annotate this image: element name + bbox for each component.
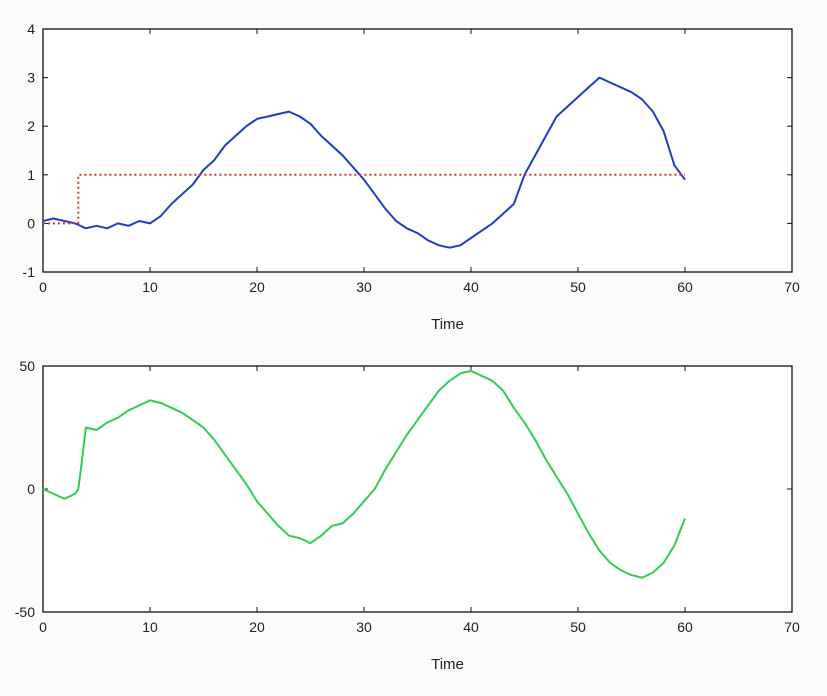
x-tick-label: 10: [142, 619, 158, 635]
x-tick-label: 70: [784, 619, 800, 635]
y-tick-label: 3: [27, 70, 35, 86]
y-tick-label: 50: [19, 358, 35, 374]
x-tick-label: 10: [142, 279, 158, 295]
x-tick-label: 20: [249, 279, 265, 295]
y-tick-label: -50: [15, 604, 35, 620]
x-tick-label: 30: [356, 279, 372, 295]
x-tick-label: 60: [677, 279, 693, 295]
x-tick-label: 0: [39, 619, 47, 635]
y-tick-label: -1: [23, 264, 36, 280]
x-axis-label: Time: [431, 316, 464, 333]
x-tick-label: 60: [677, 619, 693, 635]
y-tick-label: 0: [27, 481, 35, 497]
y-tick-label: 4: [27, 21, 35, 37]
x-tick-label: 50: [570, 619, 586, 635]
plot-area: [42, 28, 793, 273]
x-tick-label: 70: [784, 279, 800, 295]
x-tick-label: 0: [39, 279, 47, 295]
y-tick-label: 1: [27, 167, 35, 183]
plot-area: [42, 365, 793, 613]
x-tick-label: 40: [463, 619, 479, 635]
y-tick-label: 0: [27, 215, 35, 231]
x-tick-label: 40: [463, 279, 479, 295]
y-tick-label: 2: [27, 118, 35, 134]
x-tick-label: 20: [249, 619, 265, 635]
x-tick-label: 30: [356, 619, 372, 635]
x-tick-label: 50: [570, 279, 586, 295]
x-axis-label: Time: [431, 656, 464, 673]
